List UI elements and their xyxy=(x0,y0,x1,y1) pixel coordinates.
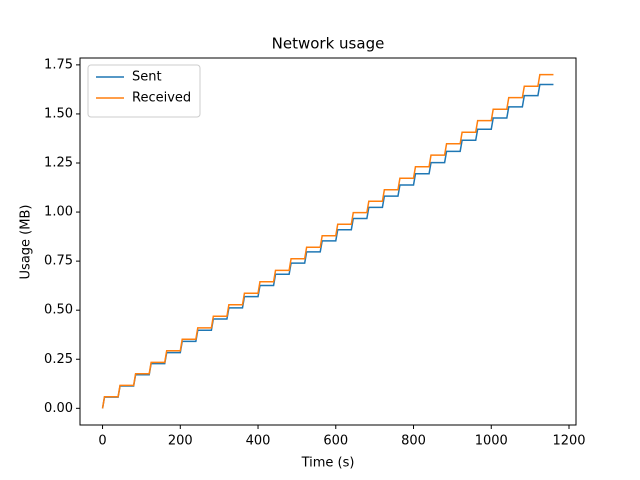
x-tick-label: 1000 xyxy=(475,434,508,449)
plot-frame xyxy=(79,57,577,426)
data-line xyxy=(101,73,554,409)
x-tick-label: 600 xyxy=(323,434,348,449)
y-tick-label: 0.00 xyxy=(44,401,73,416)
y-tick-label: 0.25 xyxy=(44,352,73,367)
x-tick-label: 0 xyxy=(98,434,106,449)
legend-label: Received xyxy=(132,91,191,106)
legend-box xyxy=(87,64,201,118)
x-axis-label: Time (s) xyxy=(301,456,355,471)
x-tick-label: 200 xyxy=(168,434,193,449)
y-tick-label: 0.50 xyxy=(44,303,73,318)
y-tick-label: 1.50 xyxy=(44,106,73,121)
y-tick-label: 1.00 xyxy=(44,205,73,220)
legend-label: Sent xyxy=(132,70,162,85)
chart-title: Network usage xyxy=(272,35,385,53)
y-axis-label: Usage (MB) xyxy=(19,205,34,280)
y-tick-label: 1.25 xyxy=(44,155,73,170)
data-line xyxy=(101,83,554,409)
x-tick-label: 400 xyxy=(246,434,271,449)
x-tick-label: 800 xyxy=(401,434,426,449)
y-tick-label: 0.75 xyxy=(44,254,73,269)
y-tick-label: 1.75 xyxy=(44,57,73,72)
x-tick-label: 1200 xyxy=(552,434,585,449)
